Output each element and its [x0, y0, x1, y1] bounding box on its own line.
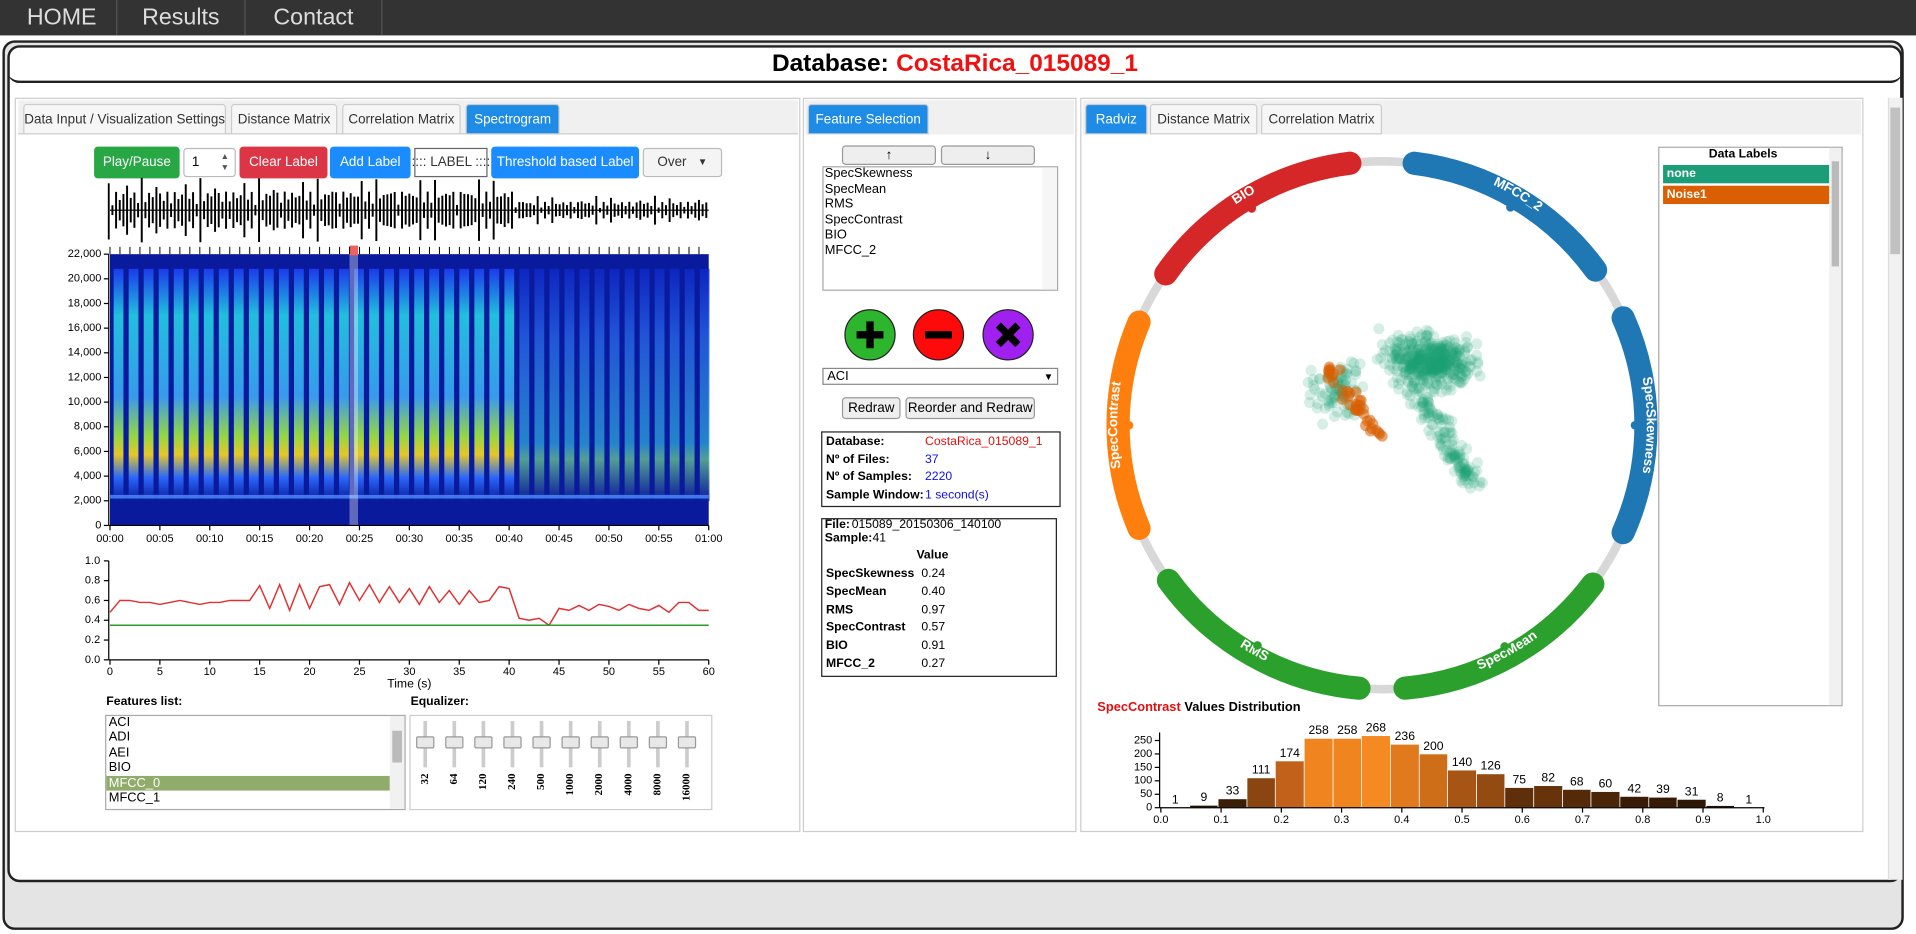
selected-item[interactable]: BIO — [825, 227, 1045, 242]
tab[interactable]: Distance Matrix — [1150, 104, 1258, 135]
row-value: 0.27 — [921, 657, 970, 673]
label-item[interactable]: none — [1663, 165, 1829, 183]
selected-item[interactable]: MFCC_2 — [825, 243, 1045, 258]
info-value: 37 — [925, 453, 1059, 470]
labels-box — [1658, 147, 1843, 707]
row-name: SpecContrast — [826, 621, 924, 637]
icon-button[interactable] — [982, 309, 1033, 360]
hist-title-feature: SpecContrast — [1097, 700, 1180, 717]
feature-item[interactable]: ACI — [106, 715, 389, 730]
icon-button[interactable] — [913, 309, 964, 360]
eq-box — [409, 715, 712, 810]
button[interactable]: Threshold based Label — [491, 147, 639, 179]
nav-link[interactable]: Contact — [246, 0, 383, 35]
tab[interactable]: Spectrogram — [466, 104, 560, 135]
feature-item[interactable]: AEI — [106, 745, 389, 760]
selected-item[interactable]: SpecSkewness — [825, 166, 1045, 181]
dropdown-caret: ▼ — [1041, 369, 1056, 384]
caret: ▼ — [697, 155, 709, 167]
button[interactable]: Reorder and Redraw — [905, 397, 1035, 419]
nav-link[interactable]: Results — [117, 0, 245, 35]
button[interactable]: ↓ — [941, 145, 1035, 165]
info-value: 2220 — [925, 471, 1059, 488]
tab[interactable]: Distance Matrix — [231, 104, 337, 135]
features-title: Features list: — [106, 695, 289, 712]
selected-item[interactable]: SpecMean — [825, 181, 1045, 196]
button[interactable]: Redraw — [842, 397, 901, 419]
tab[interactable]: Radviz — [1085, 104, 1147, 135]
row-value: 0.97 — [921, 603, 970, 619]
sample-num: 41 — [872, 532, 909, 547]
selected-item[interactable]: RMS — [825, 197, 1045, 212]
spinner: ▲▼ — [218, 152, 233, 174]
row-value: 0.40 — [921, 585, 970, 601]
row-name: SpecSkewness — [826, 567, 924, 583]
feature-item[interactable]: MFCC_1 — [106, 791, 389, 806]
info-value: CostaRica_015089_1 — [925, 435, 1059, 452]
selected-scroll — [1042, 167, 1057, 289]
info-label: Nº of Samples: — [826, 471, 924, 488]
eq-title: Equalizer: — [411, 695, 558, 712]
row-name: BIO — [826, 639, 924, 655]
button[interactable]: Add Label — [330, 147, 411, 179]
row-name: SpecMean — [826, 585, 924, 601]
info-label: Database: — [826, 435, 924, 452]
title-label: Database: — [772, 49, 889, 77]
row-name: MFCC_2 — [826, 657, 924, 673]
icon-button[interactable] — [844, 309, 895, 360]
button[interactable]: Play/Pause — [94, 147, 180, 179]
tab[interactable]: Correlation Matrix — [342, 104, 461, 135]
button[interactable]: ↑ — [842, 145, 936, 165]
info-label: Nº of Files: — [826, 453, 924, 470]
info-value: 1 second(s) — [925, 489, 1059, 506]
feature-item[interactable]: MFCC_0 — [106, 775, 389, 790]
row-value: 0.91 — [921, 639, 970, 655]
row-value: 0.24 — [921, 567, 970, 583]
feature-item[interactable]: BIO — [106, 760, 389, 775]
title-db: CostaRica_015089_1 — [896, 49, 1138, 77]
features-thumb — [392, 731, 402, 763]
tab[interactable]: Feature Selection — [808, 104, 929, 135]
row-value: 0.57 — [921, 621, 970, 637]
feature-item[interactable]: ADI — [106, 730, 389, 745]
labels-title: Data Labels — [1658, 147, 1828, 162]
page-title: Database:CostaRica_015089_1 — [7, 46, 1902, 80]
button[interactable]: :::: LABEL :::: — [414, 148, 487, 177]
feature-dropdown[interactable]: ACI — [822, 368, 1058, 385]
label-item[interactable]: Noise1 — [1663, 186, 1829, 204]
tab[interactable]: Correlation Matrix — [1261, 104, 1382, 135]
button[interactable]: Over — [643, 148, 722, 177]
row-name: RMS — [826, 603, 924, 619]
button[interactable]: Clear Label — [240, 147, 328, 179]
nav-link[interactable]: HOME — [7, 0, 117, 35]
value-header: Value — [916, 549, 965, 564]
tab[interactable]: Data Input / Visualization Settings — [23, 104, 226, 135]
hist-title-text: Values Distribution — [1184, 700, 1300, 717]
scroll-thumb — [1890, 108, 1900, 255]
info-label: Sample Window: — [826, 489, 924, 506]
selected-item[interactable]: SpecContrast — [825, 212, 1045, 227]
labels-thumb — [1832, 161, 1839, 266]
